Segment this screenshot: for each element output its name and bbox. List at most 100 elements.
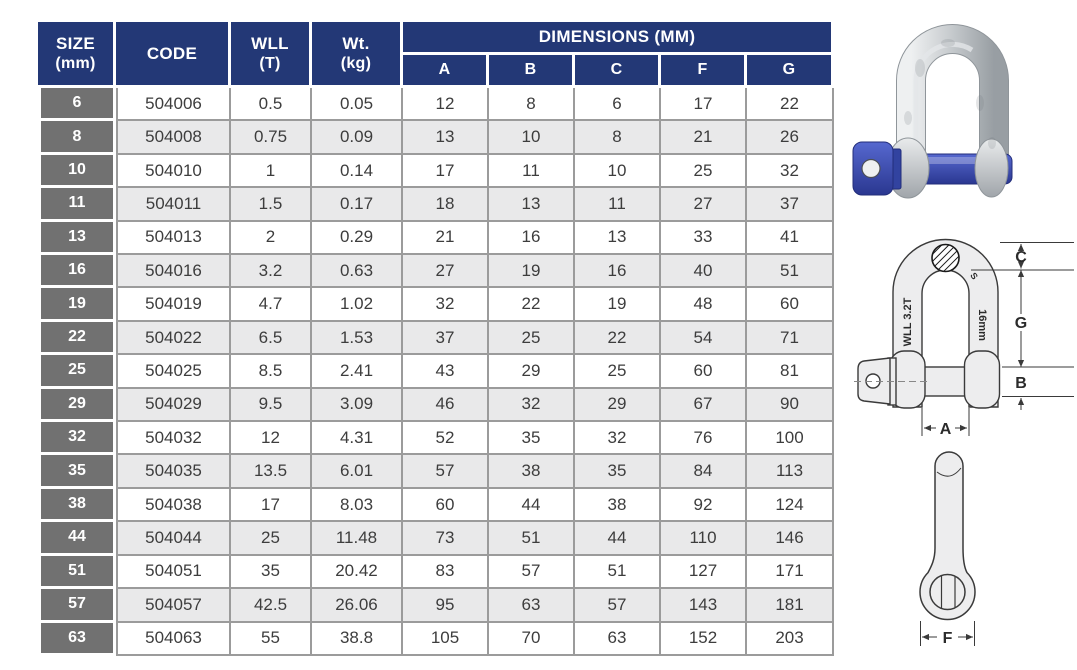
table-row: 51 504051 35 20.42 83 57 51 127 171 <box>38 555 835 590</box>
cell-wll: 9.5 <box>231 388 312 423</box>
cell-dim-c: 29 <box>575 388 661 423</box>
cell-dim-f: 21 <box>661 121 747 155</box>
cell-dim-g: 113 <box>747 455 835 489</box>
cell-code: 504035 <box>116 455 231 489</box>
cell-dim-f: 92 <box>661 488 747 523</box>
cell-dim-c: 63 <box>575 622 661 656</box>
cell-dim-b: 11 <box>489 154 575 189</box>
cell-wt: 26.06 <box>312 589 403 623</box>
cell-dim-f: 67 <box>661 388 747 423</box>
cell-dim-c: 11 <box>575 188 661 222</box>
cell-dim-b: 32 <box>489 388 575 423</box>
cell-dim-g: 124 <box>747 488 835 523</box>
header-wt-line2: (kg) <box>340 55 372 72</box>
cell-dim-a: 105 <box>403 622 489 656</box>
cell-wt: 38.8 <box>312 622 403 656</box>
cell-dim-g: 146 <box>747 522 835 556</box>
side-pin-end <box>929 573 966 611</box>
cell-wll: 8.5 <box>231 355 312 389</box>
cell-size: 35 <box>38 455 116 489</box>
cell-wll: 17 <box>231 488 312 523</box>
header-size-line2: (mm) <box>55 55 96 72</box>
header-code: CODE <box>116 22 231 88</box>
cell-size: 32 <box>38 422 116 456</box>
cell-dim-c: 13 <box>575 221 661 256</box>
cell-size: 16 <box>38 255 116 289</box>
cell-wll: 42.5 <box>231 589 312 623</box>
cell-wll: 1 <box>231 154 312 189</box>
cell-dim-f: 127 <box>661 555 747 590</box>
cell-wt: 1.02 <box>312 288 403 322</box>
cell-dim-f: 40 <box>661 255 747 289</box>
cell-dim-f: 110 <box>661 522 747 556</box>
cell-code: 504029 <box>116 388 231 423</box>
cell-dim-a: 46 <box>403 388 489 423</box>
cell-dim-g: 90 <box>747 388 835 423</box>
header-dim-a: A <box>403 55 489 88</box>
cell-wt: 0.14 <box>312 154 403 189</box>
side-body <box>919 451 976 621</box>
metal-texture <box>904 39 996 149</box>
table-row: 10 504010 1 0.14 17 11 10 25 32 <box>38 154 835 189</box>
cell-dim-c: 57 <box>575 589 661 623</box>
cell-wt: 0.29 <box>312 221 403 256</box>
dim-g-label-bg <box>1013 314 1029 331</box>
cell-dim-a: 73 <box>403 522 489 556</box>
cell-size: 44 <box>38 522 116 556</box>
cell-wll: 1.5 <box>231 188 312 222</box>
cell-dim-g: 60 <box>747 288 835 322</box>
header-size-line1: SIZE <box>56 34 95 53</box>
cell-dim-a: 27 <box>403 255 489 289</box>
cell-dim-c: 10 <box>575 154 661 189</box>
dim-label-a: A <box>940 421 952 438</box>
cell-dim-a: 43 <box>403 355 489 389</box>
table-row: 44 504044 25 11.48 73 51 44 110 146 <box>38 522 835 556</box>
pin-head-hole <box>861 158 881 179</box>
d-shackle-side-diagram: F <box>919 451 976 647</box>
cell-dim-b: 19 <box>489 255 575 289</box>
cell-dim-a: 37 <box>403 321 489 356</box>
cell-code: 504016 <box>116 255 231 289</box>
d-shackle-photo <box>852 24 1013 199</box>
cell-code: 504022 <box>116 321 231 356</box>
cell-size: 11 <box>38 188 116 222</box>
cell-dim-g: 81 <box>747 355 835 389</box>
cell-dim-a: 17 <box>403 154 489 189</box>
cell-wt: 0.09 <box>312 121 403 155</box>
cell-dim-g: 171 <box>747 555 835 590</box>
cell-dim-b: 29 <box>489 355 575 389</box>
cell-dim-f: 76 <box>661 422 747 456</box>
cell-dim-g: 26 <box>747 121 835 155</box>
cell-dim-g: 100 <box>747 422 835 456</box>
cell-wll: 55 <box>231 622 312 656</box>
cell-dim-c: 32 <box>575 422 661 456</box>
cell-dim-b: 63 <box>489 589 575 623</box>
cell-dim-g: 203 <box>747 622 835 656</box>
cell-size: 29 <box>38 388 116 423</box>
cell-code: 504032 <box>116 422 231 456</box>
shackle-bow-highlight <box>913 41 974 158</box>
cell-code: 504063 <box>116 622 231 656</box>
cell-wt: 2.41 <box>312 355 403 389</box>
bow-section-circle <box>931 243 960 273</box>
cell-wt: 0.05 <box>312 88 403 122</box>
cell-wll: 4.7 <box>231 288 312 322</box>
cell-dim-f: 84 <box>661 455 747 489</box>
cell-dim-b: 57 <box>489 555 575 590</box>
cell-code: 504038 <box>116 488 231 523</box>
cell-wt: 0.17 <box>312 188 403 222</box>
header-dimensions: DIMENSIONS (MM) <box>403 22 835 55</box>
cell-dim-b: 35 <box>489 422 575 456</box>
dim-label-c: C <box>1015 249 1027 266</box>
table-row: 25 504025 8.5 2.41 43 29 25 60 81 <box>38 355 835 389</box>
cell-dim-b: 51 <box>489 522 575 556</box>
marking-grade: S <box>968 271 980 282</box>
cell-dim-a: 32 <box>403 288 489 322</box>
cell-code: 504057 <box>116 589 231 623</box>
cell-code: 504019 <box>116 288 231 322</box>
cell-wll: 0.5 <box>231 88 312 122</box>
cell-dim-f: 33 <box>661 221 747 256</box>
cell-dim-a: 57 <box>403 455 489 489</box>
cell-dim-c: 35 <box>575 455 661 489</box>
cell-size: 13 <box>38 221 116 256</box>
